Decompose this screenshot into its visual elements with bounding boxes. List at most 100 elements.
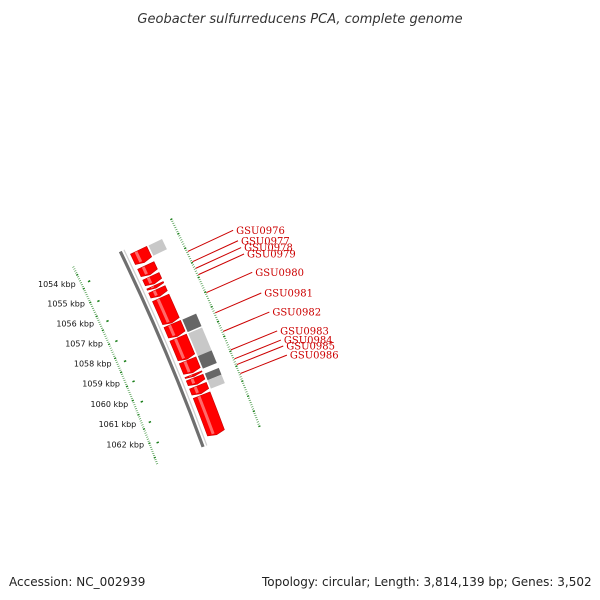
scale-tick-label: 1056 kbp xyxy=(56,319,94,328)
gene-arrow[interactable] xyxy=(163,319,186,339)
gc-dash xyxy=(222,335,226,338)
gene-label[interactable]: GSU0981 xyxy=(264,289,313,300)
genome-backbone xyxy=(118,249,208,448)
gene-label[interactable]: GSU0985 xyxy=(286,341,335,352)
gene-leader-line xyxy=(236,345,284,366)
gene-arrow[interactable] xyxy=(185,373,206,387)
gene-track xyxy=(130,245,225,437)
gene-arrow[interactable] xyxy=(189,382,210,396)
scale-tick-label: 1058 kbp xyxy=(74,360,112,369)
gc-dash xyxy=(190,261,194,264)
gc-track xyxy=(72,218,261,465)
feature-track xyxy=(148,239,225,389)
feature-block xyxy=(207,374,225,389)
gene-arrow-highlight xyxy=(141,266,148,275)
gene-arrow-highlight xyxy=(183,361,191,373)
footer-left-backdrop xyxy=(4,571,154,593)
gene-arrow[interactable] xyxy=(130,245,153,265)
gene-leader-line xyxy=(187,229,234,252)
gene-arrow[interactable] xyxy=(184,370,203,379)
gene-label[interactable]: GSU0986 xyxy=(290,351,339,362)
gc-dash xyxy=(82,287,86,290)
gc-dash xyxy=(95,315,98,318)
topology-label: Topology: circular; Length: 3,814,139 bp… xyxy=(261,575,592,589)
gene-label[interactable]: GSU0976 xyxy=(236,226,285,237)
gene-arrow-highlight xyxy=(156,298,170,323)
gene-leader-line xyxy=(195,247,242,269)
gene-arrow-highlight xyxy=(146,277,153,284)
gene-label[interactable]: GSU0978 xyxy=(244,243,293,254)
gene-arrow[interactable] xyxy=(142,272,163,287)
gc-dash xyxy=(101,329,105,332)
gene-leader-line xyxy=(198,253,245,276)
gene-label[interactable]: GSU0977 xyxy=(241,236,290,247)
gene-leader-line xyxy=(223,311,270,332)
backbone-line xyxy=(118,250,205,448)
feature-block xyxy=(182,313,202,333)
gene-arrow-highlight xyxy=(152,290,158,297)
gc-dash xyxy=(119,371,123,374)
gc-dash xyxy=(113,357,117,360)
feature-block xyxy=(188,327,212,357)
gene-arrow-highlight xyxy=(168,324,176,337)
gc-dash xyxy=(170,218,173,221)
scale-tick xyxy=(123,359,127,363)
gene-label[interactable]: GSU0982 xyxy=(272,308,321,319)
gene-arrow-highlight xyxy=(193,386,199,394)
scale-tick xyxy=(87,280,91,283)
gene-arrow[interactable] xyxy=(146,281,165,291)
scale-tick xyxy=(115,339,118,343)
gc-dash xyxy=(177,232,180,235)
scale-tick-label: 1061 kbp xyxy=(99,420,137,429)
footer-right-backdrop xyxy=(256,571,596,593)
gc-dash xyxy=(210,305,213,308)
map-title: Geobacter sulfurreducens PCA, complete g… xyxy=(137,12,462,27)
scale-tick xyxy=(140,400,144,403)
gene-arrow-highlight xyxy=(174,338,186,360)
gene-leader-line xyxy=(234,339,282,360)
gc-dash xyxy=(183,247,187,250)
gene-leader-line xyxy=(240,354,288,374)
scale-tick-label: 1059 kbp xyxy=(82,380,120,389)
gc-dash xyxy=(107,343,111,346)
scale-tick-label: 1055 kbp xyxy=(47,300,85,309)
gene-label[interactable]: GSU0979 xyxy=(247,250,296,261)
gc-dash xyxy=(88,301,92,304)
scale-tick xyxy=(156,441,160,444)
gene-arrow[interactable] xyxy=(178,356,201,375)
feature-block xyxy=(197,350,217,369)
gene-leader-line xyxy=(192,240,239,263)
scale-tick-label: 1062 kbp xyxy=(106,441,144,450)
scale-ticks: 1054 kbp 1055 kbp 1056 kbp 1057 kbp 1058 kbp… xyxy=(38,280,160,450)
gc-dash xyxy=(216,320,220,323)
gene-label[interactable]: GSU0983 xyxy=(280,326,329,337)
backbone-line xyxy=(123,249,208,446)
gc-dash xyxy=(235,365,238,368)
gc-dash xyxy=(203,291,207,294)
scale-tick xyxy=(148,420,152,424)
gene-label[interactable]: GSU0984 xyxy=(284,336,333,347)
feature-block xyxy=(204,367,222,381)
scale-tick xyxy=(97,299,100,303)
accession-label: Accession: NC_002939 xyxy=(9,575,145,589)
gc-dash xyxy=(75,273,79,276)
gene-arrow[interactable] xyxy=(148,285,168,299)
gc-dash xyxy=(241,380,244,383)
feature-block xyxy=(148,239,167,256)
gene-leader-line xyxy=(206,271,253,294)
scale-tick-label: 1057 kbp xyxy=(65,339,103,348)
gene-arrow-highlight xyxy=(197,395,215,435)
scale-tick xyxy=(106,319,109,323)
gene-arrow-highlight xyxy=(190,378,196,385)
gene-arrow[interactable] xyxy=(137,261,158,277)
gene-leader-line xyxy=(215,292,262,314)
scale-tick xyxy=(132,380,135,383)
gene-label[interactable]: GSU0980 xyxy=(255,268,304,279)
scale-tick-label: 1054 kbp xyxy=(38,280,76,289)
gene-leader-line xyxy=(230,330,278,351)
gene-arrow-highlight xyxy=(134,251,143,263)
gc-dash xyxy=(197,276,200,279)
scale-tick-label: 1060 kbp xyxy=(91,400,129,409)
